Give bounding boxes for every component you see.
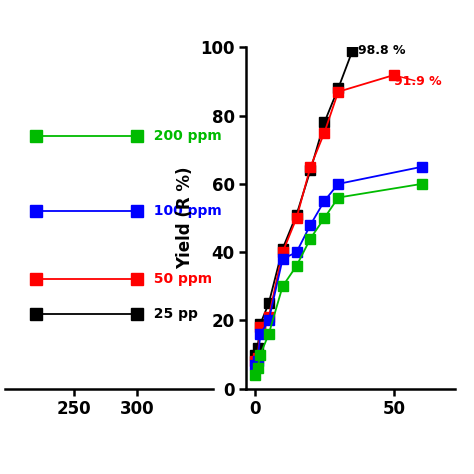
Text: 50 ppm: 50 ppm bbox=[144, 273, 212, 286]
Y-axis label: Yield (R %): Yield (R %) bbox=[177, 167, 195, 269]
Text: 200 ppm: 200 ppm bbox=[144, 129, 221, 143]
Text: 25 pp: 25 pp bbox=[144, 307, 198, 320]
Text: 100 ppm: 100 ppm bbox=[144, 204, 221, 218]
Text: 91.9 %: 91.9 % bbox=[394, 75, 441, 88]
Text: 98.8 %: 98.8 % bbox=[352, 44, 405, 57]
